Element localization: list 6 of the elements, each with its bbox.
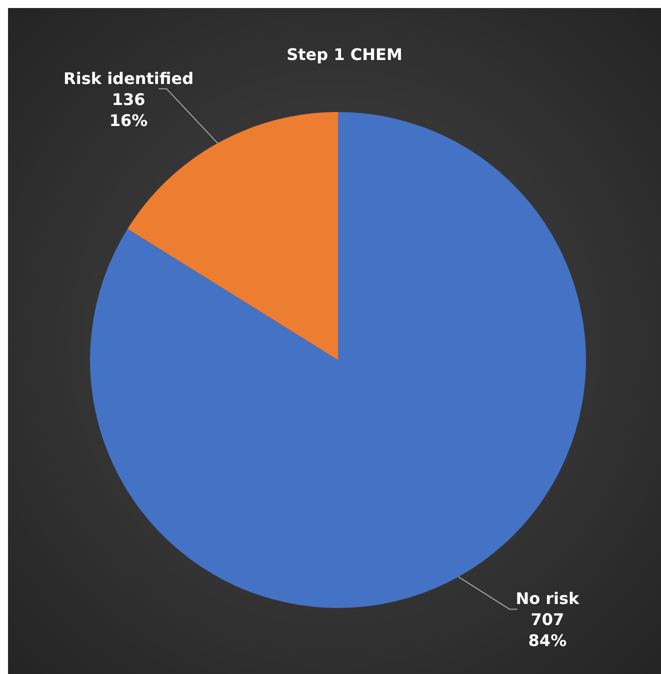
data-label: 136 16% bbox=[109, 90, 148, 130]
chart-title: Step 1 CHEM bbox=[286, 45, 402, 64]
slice-label: No risk bbox=[516, 589, 580, 608]
slice-label: Risk identified bbox=[64, 68, 194, 88]
pie-slice bbox=[90, 112, 586, 608]
data-label: 707 84% bbox=[528, 610, 567, 650]
